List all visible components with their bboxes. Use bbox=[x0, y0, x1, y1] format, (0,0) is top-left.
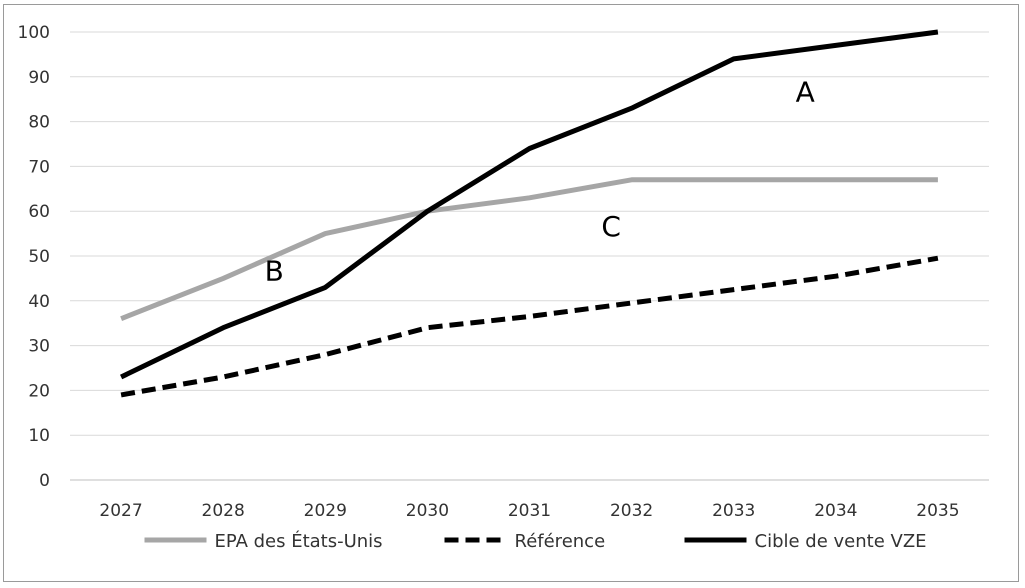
y-tick-label: 90 bbox=[28, 68, 50, 88]
x-tick-label: 2031 bbox=[508, 501, 551, 521]
legend-label-3: Cible de vente VZE bbox=[755, 531, 927, 552]
annotations: A B C bbox=[265, 75, 815, 287]
series-line-1 bbox=[120, 177, 938, 322]
y-tick-label: 100 bbox=[18, 23, 50, 43]
y-tick-label: 30 bbox=[28, 337, 50, 357]
y-tick-label: 80 bbox=[28, 113, 50, 133]
x-tick-label: 2035 bbox=[916, 501, 959, 521]
series-lines bbox=[120, 29, 939, 398]
x-tick-label: 2028 bbox=[202, 501, 245, 521]
annotation-a: A bbox=[796, 75, 815, 108]
y-tick-label: 70 bbox=[28, 157, 50, 177]
annotation-b: B bbox=[265, 255, 284, 288]
x-tick-label: 2034 bbox=[814, 501, 857, 521]
x-axis-ticks: 2027 2028 2029 2030 2031 2032 2033 2034 2035 bbox=[99, 501, 959, 521]
x-tick-label: 2033 bbox=[712, 501, 755, 521]
legend-label-2: Référence bbox=[515, 531, 606, 552]
y-tick-label: 40 bbox=[28, 292, 50, 312]
gridlines bbox=[70, 31, 989, 481]
x-tick-label: 2032 bbox=[610, 501, 653, 521]
legend-label-1: EPA des États-Unis bbox=[215, 530, 383, 552]
y-tick-label: 20 bbox=[28, 381, 50, 401]
annotation-c: C bbox=[601, 210, 621, 243]
y-tick-label: 0 bbox=[39, 471, 50, 491]
x-tick-label: 2027 bbox=[99, 501, 142, 521]
series-line-2 bbox=[120, 255, 939, 398]
chart-frame: 0 10 20 30 40 50 60 70 80 90 100 2027 2028 2029 2030 2… bbox=[3, 4, 1019, 582]
x-tick-label: 2029 bbox=[304, 501, 347, 521]
x-tick-label: 2030 bbox=[406, 501, 449, 521]
series-line-3 bbox=[120, 29, 939, 380]
y-tick-label: 60 bbox=[28, 202, 50, 222]
legend: EPA des États-Unis Référence Cible de vent… bbox=[144, 530, 927, 552]
y-tick-label: 10 bbox=[28, 426, 50, 446]
y-tick-label: 50 bbox=[28, 247, 50, 267]
y-axis-ticks: 0 10 20 30 40 50 60 70 80 90 100 bbox=[18, 23, 50, 491]
